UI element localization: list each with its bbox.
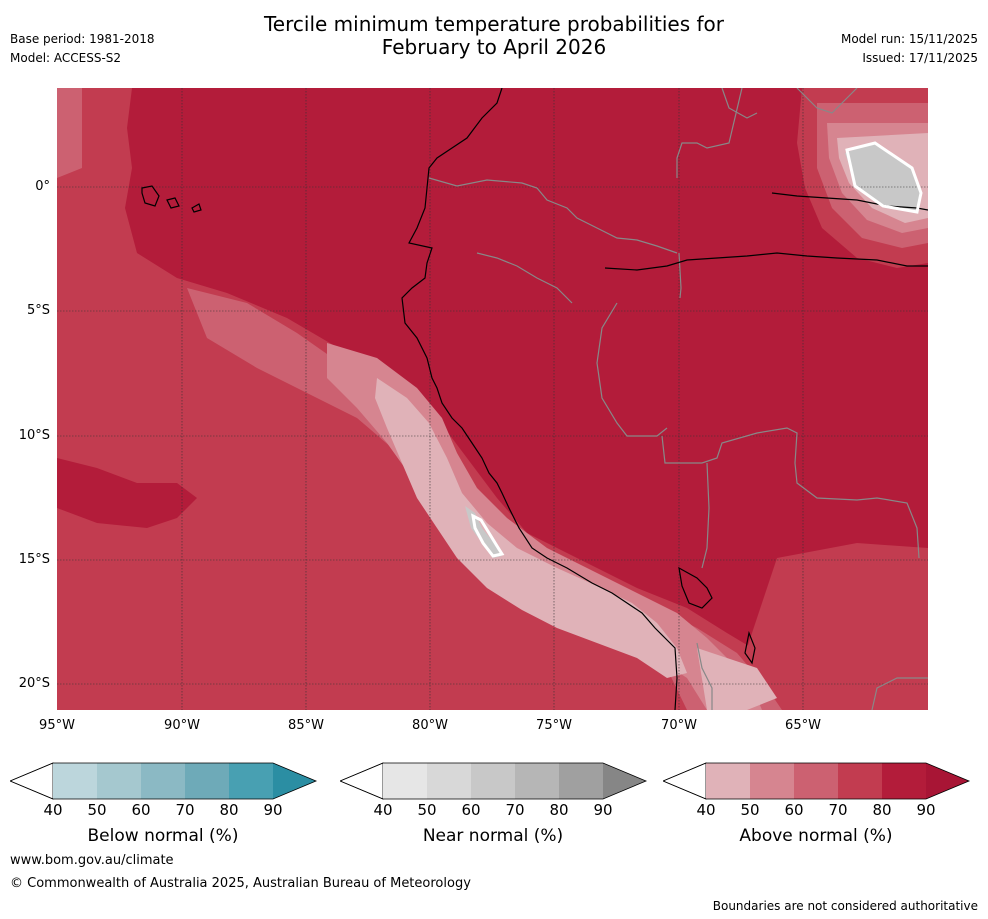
map-svg xyxy=(57,87,929,711)
below-tick-40: 40 xyxy=(43,801,63,819)
band-above-60 xyxy=(327,343,762,710)
near-tick-80: 80 xyxy=(549,801,569,819)
country-borders xyxy=(428,87,928,711)
below-normal-label: Below normal (%) xyxy=(87,826,239,846)
above-tick-40: 40 xyxy=(696,801,716,819)
lat-tick-4: 20°S xyxy=(18,676,50,691)
colorbar-below-high-arrow xyxy=(273,763,316,799)
near-tick-70: 70 xyxy=(505,801,525,819)
graticule xyxy=(57,88,928,710)
probability-map xyxy=(57,87,929,711)
colorbar-below-low-arrow xyxy=(8,762,54,800)
colorbar-above-seg-0 xyxy=(706,763,750,799)
colorbar-near-high-arrow xyxy=(603,763,646,799)
website-link[interactable]: www.bom.gov.au/climate xyxy=(10,853,174,868)
colorbar-below-outline xyxy=(8,762,318,800)
colorbar-below-seg-0 xyxy=(53,763,97,799)
below-tick-50: 50 xyxy=(87,801,107,819)
above-normal-label: Above normal (%) xyxy=(739,826,893,846)
below-tick-70: 70 xyxy=(175,801,195,819)
near-tick-40: 40 xyxy=(373,801,393,819)
colorbar-near xyxy=(338,762,648,800)
page-title: Tercile minimum temperature probabilitie… xyxy=(0,13,988,59)
colorbar-above-seg-3 xyxy=(838,763,882,799)
colorbar-above-seg-1 xyxy=(750,763,794,799)
band-above-80-southeast xyxy=(747,543,928,710)
colorbar-above-seg-2 xyxy=(794,763,838,799)
lat-tick-1: 5°S xyxy=(26,303,50,318)
lon-tick-1: 90°W xyxy=(164,718,200,733)
above-tick-90: 90 xyxy=(916,801,936,819)
lon-tick-3: 80°W xyxy=(412,718,448,733)
colorbar-below-seg-4 xyxy=(229,763,273,799)
base-period-label: Base period: 1981-2018 xyxy=(10,32,155,46)
colorbar-below-seg-1 xyxy=(97,763,141,799)
above-tick-60: 60 xyxy=(784,801,804,819)
colorbar-near-seg-4 xyxy=(559,763,603,799)
below-tick-60: 60 xyxy=(131,801,151,819)
model-run-label: Model run: 15/11/2025 xyxy=(840,32,978,46)
lon-tick-5: 70°W xyxy=(661,718,697,733)
above-tick-80: 80 xyxy=(872,801,892,819)
colorbar-below xyxy=(8,762,318,800)
colorbar-near-seg-1 xyxy=(427,763,471,799)
colorbar-above-high-arrow xyxy=(926,763,969,799)
colorbar-above-outline xyxy=(661,762,971,800)
below-tick-90: 90 xyxy=(263,801,283,819)
lon-tick-6: 65°W xyxy=(785,718,821,733)
colorbar-near-seg-3 xyxy=(515,763,559,799)
issued-label: Issued: 17/11/2025 xyxy=(862,51,978,65)
title-line-2: February to April 2026 xyxy=(381,35,607,59)
colorbar-below-seg-2 xyxy=(141,763,185,799)
lat-tick-2: 10°S xyxy=(18,428,50,443)
colorbar-near-low-arrow xyxy=(338,762,384,800)
band-above-50-south xyxy=(697,648,777,710)
lat-tick-3: 15°S xyxy=(18,552,50,567)
title-line-1: Tercile minimum temperature probabilitie… xyxy=(263,12,725,36)
band-near-60-east xyxy=(845,143,922,213)
near-normal-label: Near normal (%) xyxy=(422,826,564,846)
lat-tick-0: 0° xyxy=(35,179,50,194)
copyright-text: © Commonwealth of Australia 2025, Austra… xyxy=(10,876,471,891)
colorbar-near-seg-0 xyxy=(383,763,427,799)
band-above-50 xyxy=(375,378,687,678)
legend-below-normal: 40 50 60 70 80 90 Below normal (%) xyxy=(8,762,320,852)
legend-near-normal: 40 50 60 70 80 90 Near normal (%) xyxy=(338,762,650,852)
near-tick-60: 60 xyxy=(461,801,481,819)
disclaimer-text: Boundaries are not considered authoritat… xyxy=(712,899,978,913)
above-tick-70: 70 xyxy=(828,801,848,819)
below-tick-80: 80 xyxy=(219,801,239,819)
colorbar-above-seg-4 xyxy=(882,763,926,799)
band-above-80 xyxy=(57,88,817,710)
colorbar-near-outline xyxy=(338,762,648,800)
near-tick-90: 90 xyxy=(593,801,613,819)
lon-tick-4: 75°W xyxy=(536,718,572,733)
near-normal-outlines xyxy=(471,141,923,558)
colorbar-above xyxy=(661,762,971,800)
colorbar-near-seg-2 xyxy=(471,763,515,799)
above-tick-50: 50 xyxy=(740,801,760,819)
lon-tick-0: 95°W xyxy=(39,718,75,733)
colorbar-above-low-arrow xyxy=(661,762,707,800)
colorbar-below-seg-3 xyxy=(185,763,229,799)
near-tick-50: 50 xyxy=(417,801,437,819)
lon-tick-2: 85°W xyxy=(288,718,324,733)
legend-above-normal: 40 50 60 70 80 90 Above normal (%) xyxy=(661,762,973,852)
model-label: Model: ACCESS-S2 xyxy=(10,51,122,65)
